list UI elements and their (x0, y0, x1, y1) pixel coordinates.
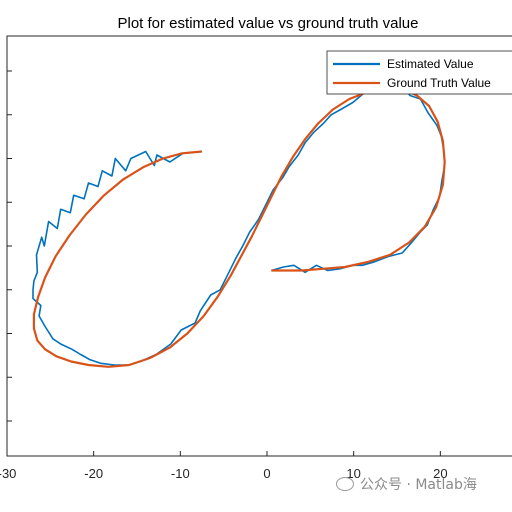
chart-title: Plot for estimated value vs ground truth… (118, 15, 419, 32)
y-axis-ticks (7, 70, 12, 422)
x-tick-label-5: 20 (433, 466, 447, 481)
legend-box (326, 50, 512, 95)
legend: Estimated Value Ground Truth Value (326, 50, 512, 95)
x-tick-label-3: 0 (263, 466, 270, 481)
x-tick-label-1: -20 (84, 466, 103, 481)
x-tick-label-2: -10 (171, 466, 190, 481)
legend-label-estimated: Estimated Value (387, 57, 474, 71)
plot-area (6, 35, 512, 457)
series-line-ground-truth (32, 87, 446, 368)
wechat-icon (336, 477, 354, 491)
watermark: 公众号 · Matlab海 (336, 474, 477, 494)
x-tick-label-0: -30 (0, 466, 16, 481)
legend-label-ground-truth: Ground Truth Value (387, 76, 491, 90)
series-layer (32, 84, 446, 368)
watermark-text: 公众号 · Matlab海 (360, 477, 477, 493)
